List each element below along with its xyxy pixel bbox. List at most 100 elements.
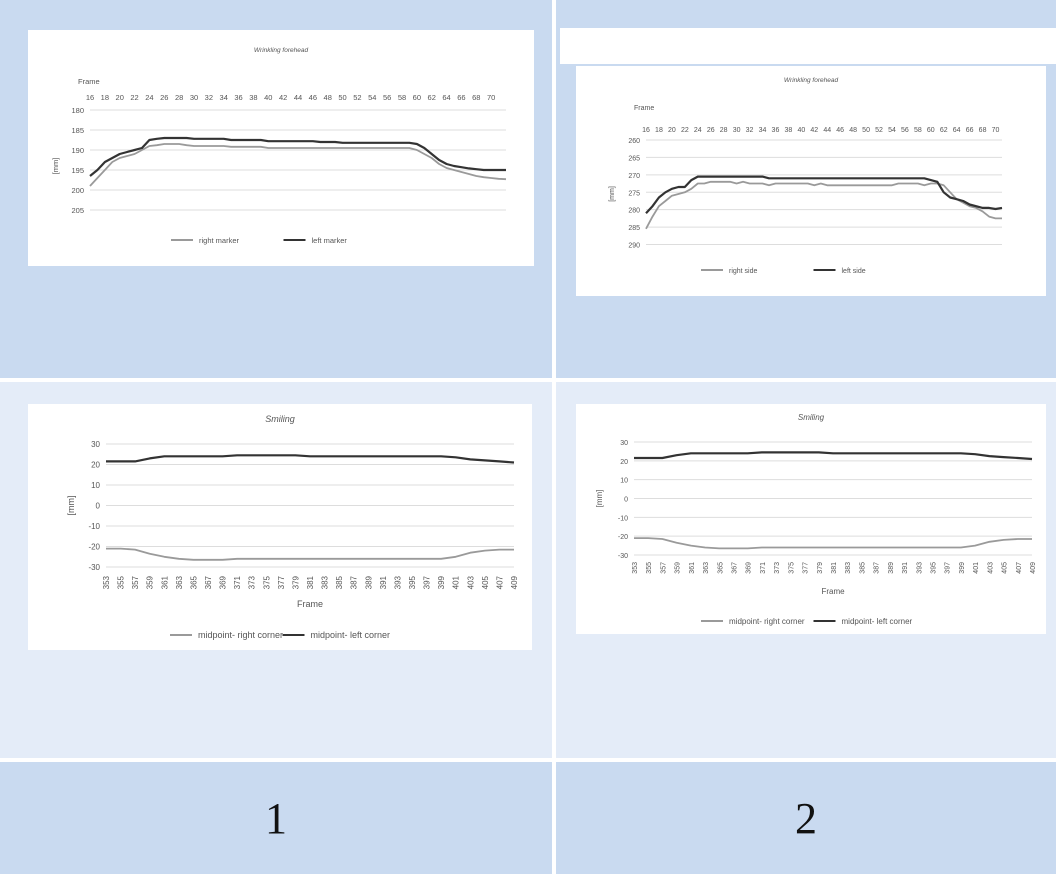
x-tick-label: 24: [145, 93, 153, 102]
y-tick-label: -10: [618, 515, 628, 522]
legend-label: midpoint- left corner: [842, 617, 913, 626]
y-tick-label: 285: [628, 225, 640, 232]
x-tick-label: 387: [874, 562, 881, 574]
x-tick-label: 367: [204, 575, 213, 589]
x-tick-label: 373: [774, 562, 781, 574]
y-tick-label: 205: [71, 206, 84, 215]
legend-label: midpoint- left corner: [311, 630, 391, 640]
x-tick-label: 28: [720, 127, 728, 134]
x-tick-label: 58: [914, 127, 922, 134]
x-tick-label: 379: [817, 562, 824, 574]
x-tick-label: 383: [845, 562, 852, 574]
x-tick-label: 42: [810, 127, 818, 134]
x-tick-label: 403: [987, 562, 994, 574]
x-tick-label: 397: [945, 562, 952, 574]
x-tick-label: 50: [338, 93, 346, 102]
x-tick-label: 387: [350, 575, 359, 589]
y-tick-label: 275: [628, 190, 640, 197]
x-tick-label: 367: [732, 562, 739, 574]
x-tick-label: 44: [823, 127, 831, 134]
x-tick-label: 30: [190, 93, 198, 102]
y-tick-label: 20: [620, 459, 628, 466]
x-tick-label: 48: [324, 93, 332, 102]
x-tick-label: 20: [116, 93, 124, 102]
y-tick-label: 185: [71, 126, 84, 135]
x-tick-label: 66: [457, 93, 465, 102]
x-tick-label: 401: [452, 575, 461, 589]
x-tick-label: 397: [423, 575, 432, 589]
x-tick-label: 40: [797, 127, 805, 134]
x-tick-label: 62: [940, 127, 948, 134]
legend-label: left side: [842, 268, 866, 275]
blank-strip: [560, 28, 1056, 64]
x-tick-label: 52: [353, 93, 361, 102]
x-tick-label: 355: [646, 562, 653, 574]
x-tick-label: 62: [428, 93, 436, 102]
y-tick-label: 30: [620, 440, 628, 447]
x-tick-label: 383: [321, 575, 330, 589]
x-tick-label: 16: [86, 93, 94, 102]
chart-panel-1: Wrinkling forehead 180 185 190 195 200 205 16 18…: [28, 30, 534, 266]
chart-title: Wrinkling forehead: [784, 77, 839, 84]
x-tick-label: 46: [836, 127, 844, 134]
legend-label: right side: [729, 268, 758, 275]
x-tick-label: 373: [248, 575, 257, 589]
x-tick-label: 26: [160, 93, 168, 102]
x-tick-label: 70: [992, 127, 1000, 134]
x-tick-label: 407: [1016, 562, 1023, 574]
y-tick-label: -30: [618, 553, 628, 560]
y-tick-label: 195: [71, 166, 84, 175]
y-tick-label: 265: [628, 155, 640, 162]
x-tick-label: 359: [146, 575, 155, 589]
y-axis-label: [mm]: [66, 496, 76, 516]
x-tick-label: 377: [277, 575, 286, 589]
x-tick-label: 64: [442, 93, 450, 102]
x-tick-label: 375: [788, 562, 795, 574]
y-axis-label: [mm]: [609, 186, 616, 202]
x-axis-label: Frame: [821, 587, 845, 596]
series-line-2: [634, 451, 1033, 461]
legend-label: right marker: [199, 236, 240, 245]
x-tick-label: 20: [668, 127, 676, 134]
column-label-2: 2: [795, 793, 817, 843]
x-tick-label: 70: [487, 93, 495, 102]
series-line-2: [645, 175, 1003, 214]
x-tick-label: 52: [875, 127, 883, 134]
x-tick-label: 399: [959, 562, 966, 574]
x-tick-label: 379: [291, 575, 300, 589]
x-tick-label: 30: [733, 127, 741, 134]
x-tick-label: 56: [383, 93, 391, 102]
y-tick-label: 190: [71, 146, 84, 155]
series-line-1: [89, 143, 507, 187]
x-tick-label: 32: [205, 93, 213, 102]
chart-title: Wrinkling forehead: [254, 47, 309, 54]
series-line-1: [645, 180, 1002, 230]
x-axis-label: Frame: [78, 77, 100, 86]
chart-wrinkling-left: Wrinkling forehead 180 185 190 195 200 205 16 18…: [51, 47, 507, 245]
x-tick-label: 395: [408, 575, 417, 589]
x-tick-label: 357: [131, 575, 140, 589]
x-tick-label: 365: [717, 562, 724, 574]
x-tick-label: 381: [831, 562, 838, 574]
chart-title: Smiling: [798, 413, 825, 422]
x-tick-label: 391: [902, 562, 909, 574]
x-tick-label: 393: [916, 562, 923, 574]
x-tick-label: 389: [364, 575, 373, 589]
y-tick-label: 200: [71, 186, 84, 195]
x-tick-label: 28: [175, 93, 183, 102]
x-tick-label: 389: [888, 562, 895, 574]
chart-panel-3: Smiling -30 -20 -10 0 10 20 30 353 355 357 359 361 36…: [28, 404, 532, 650]
x-tick-label: 385: [335, 575, 344, 589]
x-tick-label: 365: [189, 575, 198, 589]
y-tick-label: 20: [91, 461, 100, 470]
x-tick-label: 44: [294, 93, 302, 102]
cell-label-left: 1: [0, 762, 552, 874]
x-tick-label: 353: [632, 562, 639, 574]
x-tick-label: 60: [413, 93, 421, 102]
y-tick-label: 30: [91, 440, 100, 449]
x-tick-label: 381: [306, 575, 315, 589]
y-tick-label: 0: [624, 497, 628, 504]
x-axis-label: Frame: [297, 599, 323, 609]
chart-wrinkling-right: Wrinkling forehead2602652702752802852901…: [609, 77, 1003, 275]
x-tick-label: 369: [219, 575, 228, 589]
